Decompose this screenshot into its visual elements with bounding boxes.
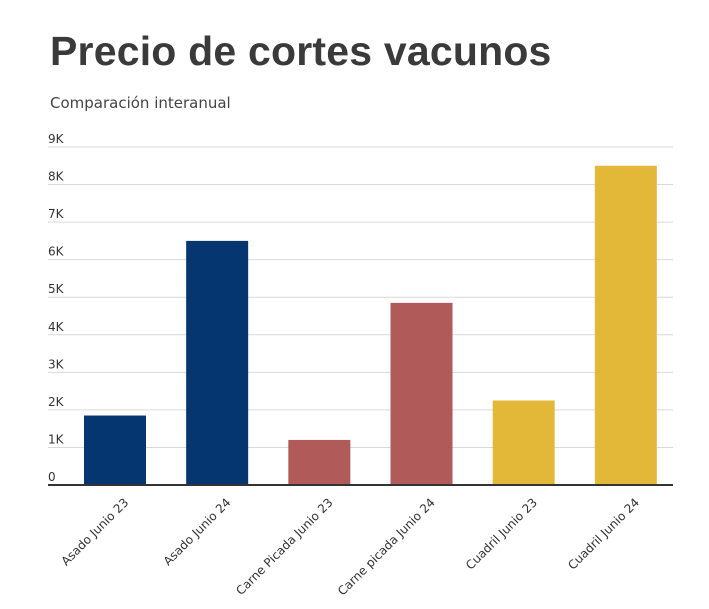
x-tick-label: Cuadril Junio 24 bbox=[565, 495, 642, 572]
x-tick-label: Asado Junio 23 bbox=[58, 495, 131, 568]
y-tick-label: 1K bbox=[48, 432, 65, 446]
bar-cuadril-junio-24 bbox=[594, 165, 657, 485]
y-tick-label: 4K bbox=[48, 320, 65, 334]
x-tick-label: Carne Picada Junio 23 bbox=[233, 495, 335, 597]
bar-carne-picada-junio-23 bbox=[288, 439, 351, 485]
bar-carne-picada-junio-24 bbox=[390, 302, 453, 485]
bar-cuadril-junio-23 bbox=[492, 400, 555, 485]
x-tick-label: Asado Junio 24 bbox=[161, 495, 234, 568]
x-tick-label: Cuadril Junio 23 bbox=[463, 495, 540, 572]
y-tick-label: 8K bbox=[48, 170, 65, 184]
y-tick-label: 7K bbox=[48, 207, 65, 221]
y-tick-label: 0 bbox=[48, 470, 56, 484]
gridlines bbox=[48, 146, 673, 448]
y-tick-label: 2K bbox=[48, 395, 65, 409]
x-tick-labels: Asado Junio 23 Asado Junio 24 Carne Picada… bbox=[58, 495, 642, 598]
bar-asado-junio-23 bbox=[84, 415, 146, 485]
bars bbox=[84, 165, 657, 485]
bar-asado-junio-24 bbox=[186, 240, 249, 485]
y-tick-label: 6K bbox=[48, 245, 65, 259]
y-tick-label: 5K bbox=[48, 282, 65, 296]
y-tick-label: 9K bbox=[48, 132, 65, 146]
x-tick-label: Carne picada Junio 24 bbox=[335, 495, 438, 598]
y-tick-label: 3K bbox=[48, 357, 65, 371]
chart-subtitle: Comparación interanual bbox=[50, 94, 231, 112]
y-tick-labels: 0 1K 2K 3K 4K 5K 6K 7K 8K 9K bbox=[48, 132, 65, 484]
chart-title: Precio de cortes vacunos bbox=[50, 28, 552, 74]
